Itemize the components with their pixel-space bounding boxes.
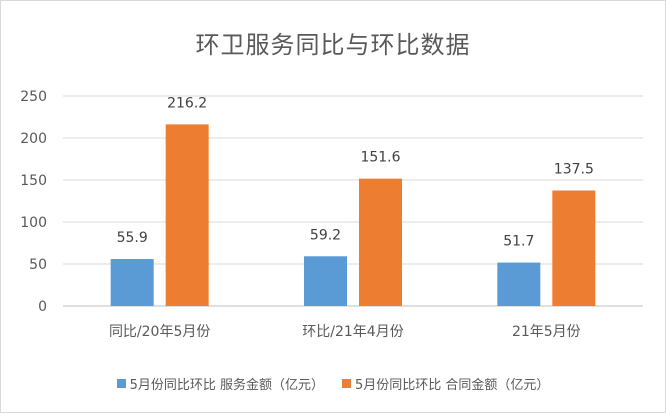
bar	[165, 124, 209, 306]
data-label: 216.2	[167, 95, 207, 111]
x-tick-label: 21年5月份	[512, 324, 581, 340]
y-tick-label: 0	[38, 299, 47, 315]
x-tick-label: 同比/20年5月份	[109, 324, 210, 340]
bar	[497, 262, 541, 306]
x-tick-label: 环比/21年4月份	[302, 324, 403, 340]
bar	[552, 190, 596, 306]
legend-label-contract: 5月份同比环比 合同金额（亿元）	[355, 378, 550, 393]
y-tick-label: 50	[29, 257, 47, 273]
data-label: 59.2	[310, 227, 341, 243]
y-tick-label: 100	[20, 215, 47, 231]
y-tick-label: 200	[20, 131, 47, 147]
legend-swatch-contract	[342, 379, 351, 388]
chart-title: 环卫服务同比与环比数据	[195, 31, 471, 59]
legend-swatch-service	[116, 379, 126, 388]
bar	[304, 256, 347, 306]
data-label: 151.6	[360, 150, 400, 166]
y-tick-label: 150	[20, 173, 47, 189]
chart-legend: 5月份同比环比 服务金额（亿元） 5月份同比环比 合同金额（亿元）	[1, 374, 665, 393]
legend-item-service: 5月份同比环比 服务金额（亿元）	[116, 374, 324, 393]
y-tick-label: 250	[20, 89, 47, 105]
data-label: 137.5	[554, 162, 594, 178]
legend-item-contract: 5月份同比环比 合同金额（亿元）	[342, 374, 549, 393]
legend-label-service: 5月份同比环比 服务金额（亿元）	[129, 378, 324, 393]
data-label: 55.9	[117, 230, 148, 246]
data-label: 51.7	[503, 234, 534, 250]
bar	[359, 178, 402, 306]
bar	[110, 259, 154, 306]
